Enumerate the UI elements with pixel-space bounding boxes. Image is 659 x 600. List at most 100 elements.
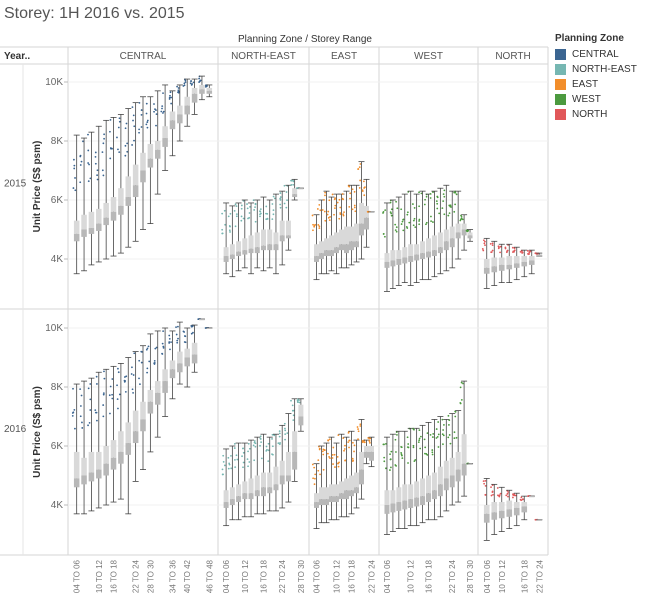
box-lower[interactable] xyxy=(329,250,334,257)
box-upper[interactable] xyxy=(177,105,183,115)
box-lower[interactable] xyxy=(443,241,449,251)
box-lower[interactable] xyxy=(426,251,431,258)
box-lower[interactable] xyxy=(103,217,109,226)
box-lower[interactable] xyxy=(506,264,513,270)
box-lower[interactable] xyxy=(267,487,273,494)
box-upper[interactable] xyxy=(169,360,176,370)
box-lower[interactable] xyxy=(339,493,344,500)
box-upper[interactable] xyxy=(132,410,139,432)
box-lower[interactable] xyxy=(369,451,374,461)
box-lower[interactable] xyxy=(437,484,443,497)
box-lower[interactable] xyxy=(279,235,285,242)
box-lower[interactable] xyxy=(314,256,319,262)
box-upper[interactable] xyxy=(467,232,473,236)
box-lower[interactable] xyxy=(461,229,467,236)
box-lower[interactable] xyxy=(298,416,304,426)
box-upper[interactable] xyxy=(414,481,420,498)
box-lower[interactable] xyxy=(467,235,473,239)
box-lower[interactable] xyxy=(324,499,329,505)
box-upper[interactable] xyxy=(154,141,161,150)
box-upper[interactable] xyxy=(506,256,513,265)
box-upper[interactable] xyxy=(199,84,205,90)
box-lower[interactable] xyxy=(354,487,359,494)
box-lower[interactable] xyxy=(242,250,248,255)
box-upper[interactable] xyxy=(236,484,242,497)
box-lower[interactable] xyxy=(344,244,349,254)
box-upper[interactable] xyxy=(279,460,285,476)
box-upper[interactable] xyxy=(498,257,505,265)
box-upper[interactable] xyxy=(443,460,449,479)
box-upper[interactable] xyxy=(162,369,168,382)
box-upper[interactable] xyxy=(298,404,304,417)
box-lower[interactable] xyxy=(261,245,266,251)
box-upper[interactable] xyxy=(314,244,319,257)
box-lower[interactable] xyxy=(491,512,498,520)
box-upper[interactable] xyxy=(513,502,520,508)
box-lower[interactable] xyxy=(118,451,124,464)
box-upper[interactable] xyxy=(396,487,402,503)
box-lower[interactable] xyxy=(96,469,102,479)
box-upper[interactable] xyxy=(364,446,369,452)
box-upper[interactable] xyxy=(88,211,95,229)
box-upper[interactable] xyxy=(349,475,354,491)
box-lower[interactable] xyxy=(319,253,324,259)
box-upper[interactable] xyxy=(236,241,242,252)
box-upper[interactable] xyxy=(285,220,291,236)
box-lower[interactable] xyxy=(169,120,176,130)
box-upper[interactable] xyxy=(103,446,109,464)
box-lower[interactable] xyxy=(384,505,390,514)
box-lower[interactable] xyxy=(125,197,132,206)
box-lower[interactable] xyxy=(223,502,229,508)
box-lower[interactable] xyxy=(125,443,132,455)
box-upper[interactable] xyxy=(261,229,266,246)
box-upper[interactable] xyxy=(324,238,329,251)
box-lower[interactable] xyxy=(140,170,146,183)
box-lower[interactable] xyxy=(384,261,390,268)
box-lower[interactable] xyxy=(206,90,213,94)
box-upper[interactable] xyxy=(81,214,87,230)
box-lower[interactable] xyxy=(344,490,349,500)
box-upper[interactable] xyxy=(140,401,146,420)
box-upper[interactable] xyxy=(81,457,87,476)
box-upper[interactable] xyxy=(73,451,80,479)
box-upper[interactable] xyxy=(426,238,431,252)
legend-item-north-east[interactable]: NORTH-EAST xyxy=(555,62,659,77)
box-upper[interactable] xyxy=(334,232,339,248)
legend-item-west[interactable]: WEST xyxy=(555,92,659,107)
legend-item-central[interactable]: CENTRAL xyxy=(555,47,659,62)
box-upper[interactable] xyxy=(449,226,455,239)
box-lower[interactable] xyxy=(162,381,168,393)
box-upper[interactable] xyxy=(396,250,402,259)
box-lower[interactable] xyxy=(431,250,437,257)
box-lower[interactable] xyxy=(364,451,369,458)
box-upper[interactable] xyxy=(132,164,139,186)
box-upper[interactable] xyxy=(206,87,213,91)
box-upper[interactable] xyxy=(292,188,298,195)
box-lower[interactable] xyxy=(334,496,339,503)
box-lower[interactable] xyxy=(267,244,273,251)
box-upper[interactable] xyxy=(521,502,528,507)
box-upper[interactable] xyxy=(513,256,520,264)
box-upper[interactable] xyxy=(384,490,390,505)
box-lower[interactable] xyxy=(292,451,298,470)
box-lower[interactable] xyxy=(420,253,426,259)
box-upper[interactable] xyxy=(431,235,437,251)
box-lower[interactable] xyxy=(242,493,248,500)
box-upper[interactable] xyxy=(354,472,359,488)
box-upper[interactable] xyxy=(319,241,324,254)
box-lower[interactable] xyxy=(455,469,461,482)
box-upper[interactable] xyxy=(491,257,498,267)
box-lower[interactable] xyxy=(521,261,528,267)
box-lower[interactable] xyxy=(449,238,455,248)
box-lower[interactable] xyxy=(420,496,426,505)
box-lower[interactable] xyxy=(390,260,396,267)
box-lower[interactable] xyxy=(184,105,190,115)
box-upper[interactable] xyxy=(147,389,154,402)
box-upper[interactable] xyxy=(285,451,291,476)
box-upper[interactable] xyxy=(169,111,176,121)
box-lower[interactable] xyxy=(254,247,260,254)
box-upper[interactable] xyxy=(273,466,279,485)
box-upper[interactable] xyxy=(402,484,408,501)
box-lower[interactable] xyxy=(154,149,161,159)
box-lower[interactable] xyxy=(408,256,414,262)
